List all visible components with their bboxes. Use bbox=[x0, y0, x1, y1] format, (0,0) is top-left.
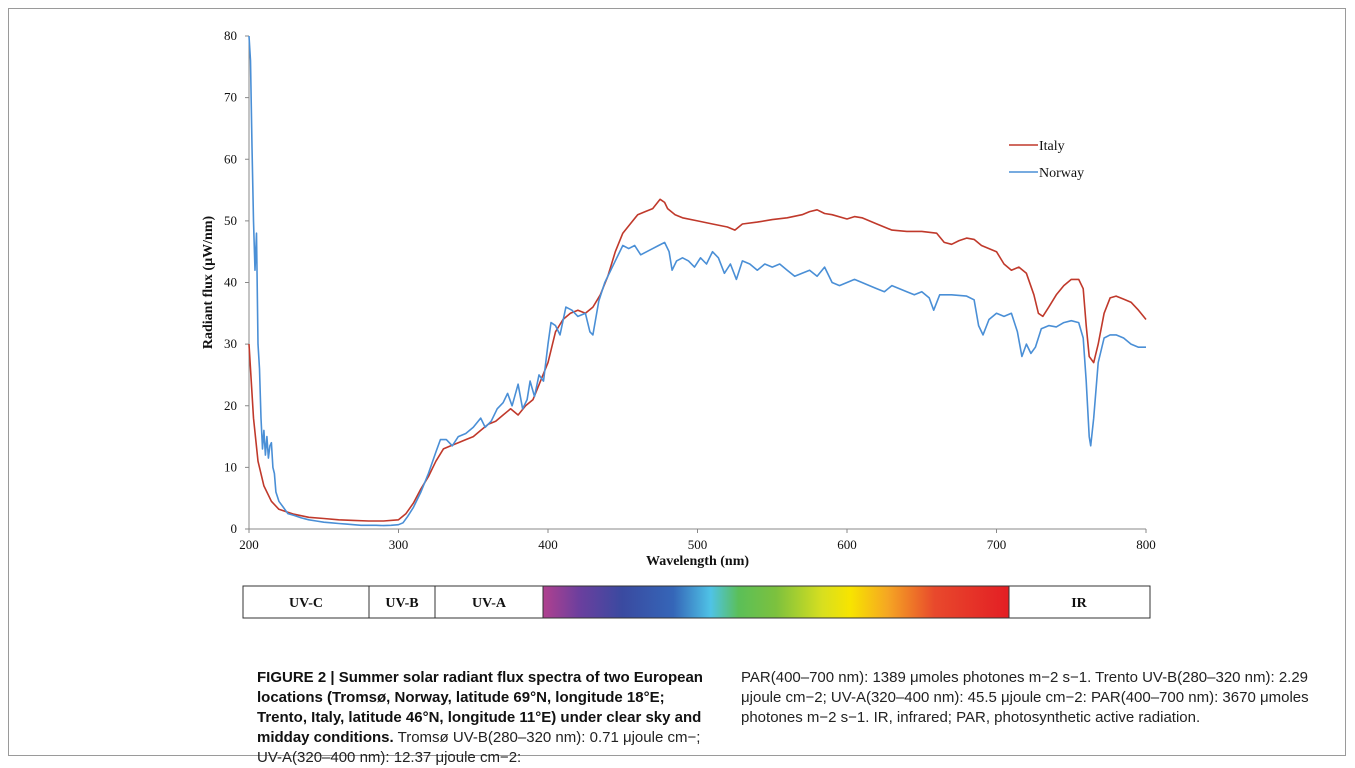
spectrum-segment-uv-a bbox=[434, 585, 544, 619]
x-tick-label: 400 bbox=[538, 537, 558, 552]
y-tick-label: 20 bbox=[224, 398, 237, 413]
caption-text-left: Tromsø UV-B(280–320 nm): 0.71 μjoule cm−… bbox=[257, 729, 701, 766]
spectrum-label-ir: IR bbox=[1071, 596, 1087, 611]
x-axis-title: Wavelength (nm) bbox=[646, 554, 749, 569]
axes: 0 10 20 30 40 50 60 70 80 200 300 400 500 600 700 800 Wa… bbox=[201, 28, 1156, 569]
legend-label-italy: Italy bbox=[1039, 139, 1065, 154]
caption-text-right: PAR(400–700 nm): 1389 μmoles photones m−… bbox=[741, 669, 1309, 726]
legend: Italy Norway bbox=[1009, 139, 1084, 181]
x-tick-label: 800 bbox=[1136, 537, 1156, 552]
series-line-italy bbox=[248, 198, 1147, 522]
caption-right-column: PAR(400–700 nm): 1389 μmoles photones m−… bbox=[741, 668, 1341, 728]
chart: 0 10 20 30 40 50 60 70 80 200 300 400 500 600 700 800 Wa… bbox=[201, 28, 1156, 619]
series-line-norway bbox=[248, 35, 1146, 527]
spectrum-label-uv-a: UV-A bbox=[472, 596, 507, 611]
spectrum-segment-uv-b bbox=[368, 585, 436, 619]
spectrum-label-uv-c: UV-C bbox=[289, 596, 323, 611]
y-tick-label: 70 bbox=[224, 90, 237, 105]
y-tick-label: 40 bbox=[224, 275, 237, 290]
legend-label-norway: Norway bbox=[1039, 166, 1084, 181]
spectrum-bar: UV-C UV-B UV-A IR bbox=[242, 585, 1151, 619]
y-tick-label: 30 bbox=[224, 336, 237, 351]
x-tick-label: 200 bbox=[239, 537, 259, 552]
caption-title: FIGURE 2 | Summer solar radiant flux spe… bbox=[257, 669, 703, 746]
figure-caption: FIGURE 2 | Summer solar radiant flux spe… bbox=[257, 650, 1347, 766]
spectrum-label-uv-b: UV-B bbox=[385, 596, 418, 611]
x-tick-label: 300 bbox=[389, 537, 409, 552]
y-tick-label: 50 bbox=[224, 213, 237, 228]
y-tick-label: 60 bbox=[224, 151, 237, 166]
y-axis-title: Radiant flux (µW/nm) bbox=[201, 216, 216, 350]
y-tick-label: 10 bbox=[224, 459, 237, 474]
spectrum-segment-ir bbox=[1008, 585, 1151, 619]
spectrum-segment-uv-c bbox=[242, 585, 370, 619]
x-tick-label: 500 bbox=[688, 537, 708, 552]
y-tick-label: 0 bbox=[231, 521, 238, 536]
x-tick-label: 600 bbox=[837, 537, 857, 552]
figure-frame: 0 10 20 30 40 50 60 70 80 200 300 400 500 600 700 800 Wa… bbox=[8, 8, 1346, 766]
spectrum-segment-visible bbox=[542, 585, 1010, 619]
y-tick-label: 80 bbox=[224, 28, 237, 43]
x-tick-label: 700 bbox=[987, 537, 1007, 552]
series-layer bbox=[248, 35, 1147, 527]
caption-left-column: FIGURE 2 | Summer solar radiant flux spe… bbox=[257, 668, 707, 768]
